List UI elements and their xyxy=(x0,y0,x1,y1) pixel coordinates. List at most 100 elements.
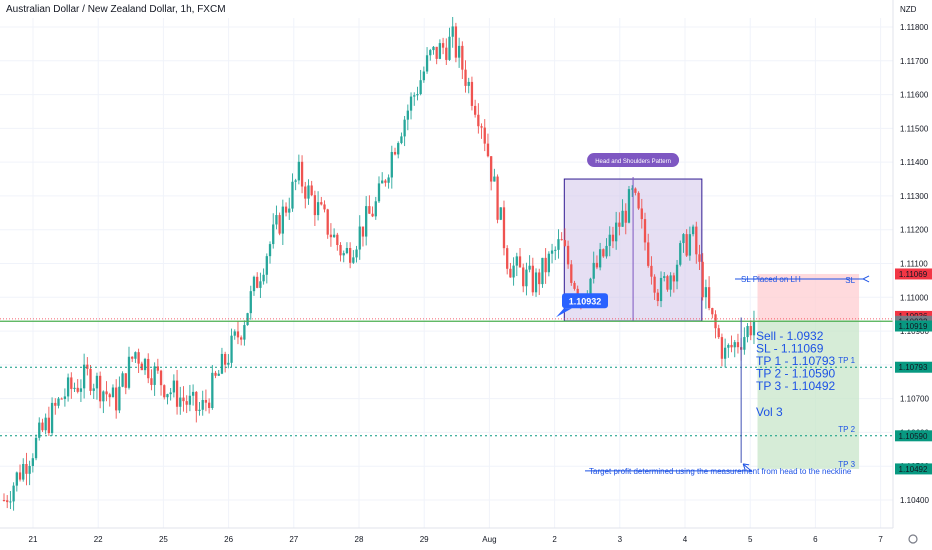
candle-body xyxy=(25,463,28,474)
tp3-price-label: 1.10492 xyxy=(899,465,928,474)
candle-body xyxy=(723,347,727,359)
settings-gear-icon[interactable] xyxy=(908,534,918,544)
candle-body xyxy=(707,287,711,309)
candle-body xyxy=(272,224,275,245)
candle-body xyxy=(409,96,413,111)
candle-body xyxy=(259,281,262,288)
candle-body xyxy=(44,417,47,431)
candle-body xyxy=(345,247,349,254)
x-tick-label: 25 xyxy=(159,535,168,544)
candle-body xyxy=(746,326,749,338)
candle-body xyxy=(637,192,640,209)
candle-body xyxy=(413,95,416,97)
trade-line: TP 1 - 1.10793 xyxy=(756,354,835,368)
candle-body xyxy=(137,352,140,364)
candle-body xyxy=(566,245,570,265)
candle-body xyxy=(406,110,409,120)
candle-body xyxy=(650,265,653,277)
candle-body xyxy=(163,385,166,398)
candle-body xyxy=(166,394,169,398)
candle-body xyxy=(127,356,131,388)
candle-body xyxy=(307,185,310,199)
candle-body xyxy=(243,325,246,340)
candle-body xyxy=(89,368,92,391)
candle-body xyxy=(256,276,259,288)
candle-body xyxy=(640,208,643,220)
candle-body xyxy=(310,185,313,196)
candle-body xyxy=(554,249,557,251)
candle-body xyxy=(294,180,297,182)
candle-body xyxy=(95,375,99,389)
tp1-price-label-bg xyxy=(895,361,932,373)
y-tick-label: 1.11200 xyxy=(900,226,929,235)
trade-zones xyxy=(563,177,860,469)
bid-price-label: 1.10919 xyxy=(899,322,928,331)
x-tick-label: 22 xyxy=(94,535,103,544)
candle-body xyxy=(118,386,121,411)
y-tick-label: 1.11300 xyxy=(900,192,929,201)
candle-body xyxy=(541,257,544,285)
candle-body xyxy=(150,378,153,385)
candle-body xyxy=(358,226,361,250)
candle-body xyxy=(727,344,730,348)
candle-body xyxy=(688,234,692,256)
trade-line: TP 3 - 1.10492 xyxy=(756,379,835,393)
candle-body xyxy=(86,364,89,369)
tp3-price-label-bg xyxy=(895,463,932,475)
candle-body xyxy=(284,206,288,213)
candle-body xyxy=(188,395,192,405)
x-tick-label: 27 xyxy=(289,535,298,544)
candle-body xyxy=(66,377,70,397)
candle-body xyxy=(34,437,38,459)
candle-body xyxy=(143,358,147,371)
candle-body xyxy=(233,331,236,336)
candle-body xyxy=(371,213,374,217)
candle-body xyxy=(720,337,724,359)
candle-body xyxy=(313,195,317,216)
candle-body xyxy=(211,372,214,408)
candle-body xyxy=(47,417,51,434)
candle-body xyxy=(659,277,663,302)
candle-body xyxy=(515,256,518,266)
candle-body xyxy=(195,391,198,411)
candle-body xyxy=(634,188,637,193)
candle-body xyxy=(12,485,15,502)
x-tick-label: 2 xyxy=(552,535,557,544)
candle-body xyxy=(698,254,701,262)
candle-body xyxy=(611,234,615,242)
candle-body xyxy=(432,46,435,51)
sl-note: SL Placed on LH xyxy=(741,275,801,284)
candle-body xyxy=(736,342,740,348)
y-tick-label: 1.11100 xyxy=(900,260,928,269)
target-note-arrow xyxy=(585,464,753,472)
candle-body xyxy=(339,245,342,256)
candle-body xyxy=(342,253,345,256)
candle-body xyxy=(2,500,6,501)
candle-body xyxy=(522,267,525,287)
candle-body xyxy=(336,234,339,246)
candle-body xyxy=(429,50,432,56)
candle-body xyxy=(608,234,611,246)
candle-body xyxy=(172,380,176,393)
candle-body xyxy=(63,396,67,400)
candle-body xyxy=(332,234,336,238)
candle-body xyxy=(102,391,105,402)
candle-body xyxy=(656,292,659,302)
candle-body xyxy=(121,373,124,387)
tp2-price-label: 1.10590 xyxy=(899,432,928,441)
entry-label-bg xyxy=(562,293,608,309)
candle-body xyxy=(220,353,224,374)
candle-body xyxy=(643,219,647,243)
candle-body xyxy=(348,247,352,263)
x-tick-label: 6 xyxy=(813,535,818,544)
candle-body xyxy=(227,362,230,365)
candle-body xyxy=(685,234,688,256)
candle-body xyxy=(82,364,86,389)
volume-note: Vol 3 xyxy=(756,405,783,419)
candle-body xyxy=(441,43,445,48)
candle-body xyxy=(105,391,108,395)
candle-body xyxy=(365,206,368,237)
candle-body xyxy=(246,313,249,326)
